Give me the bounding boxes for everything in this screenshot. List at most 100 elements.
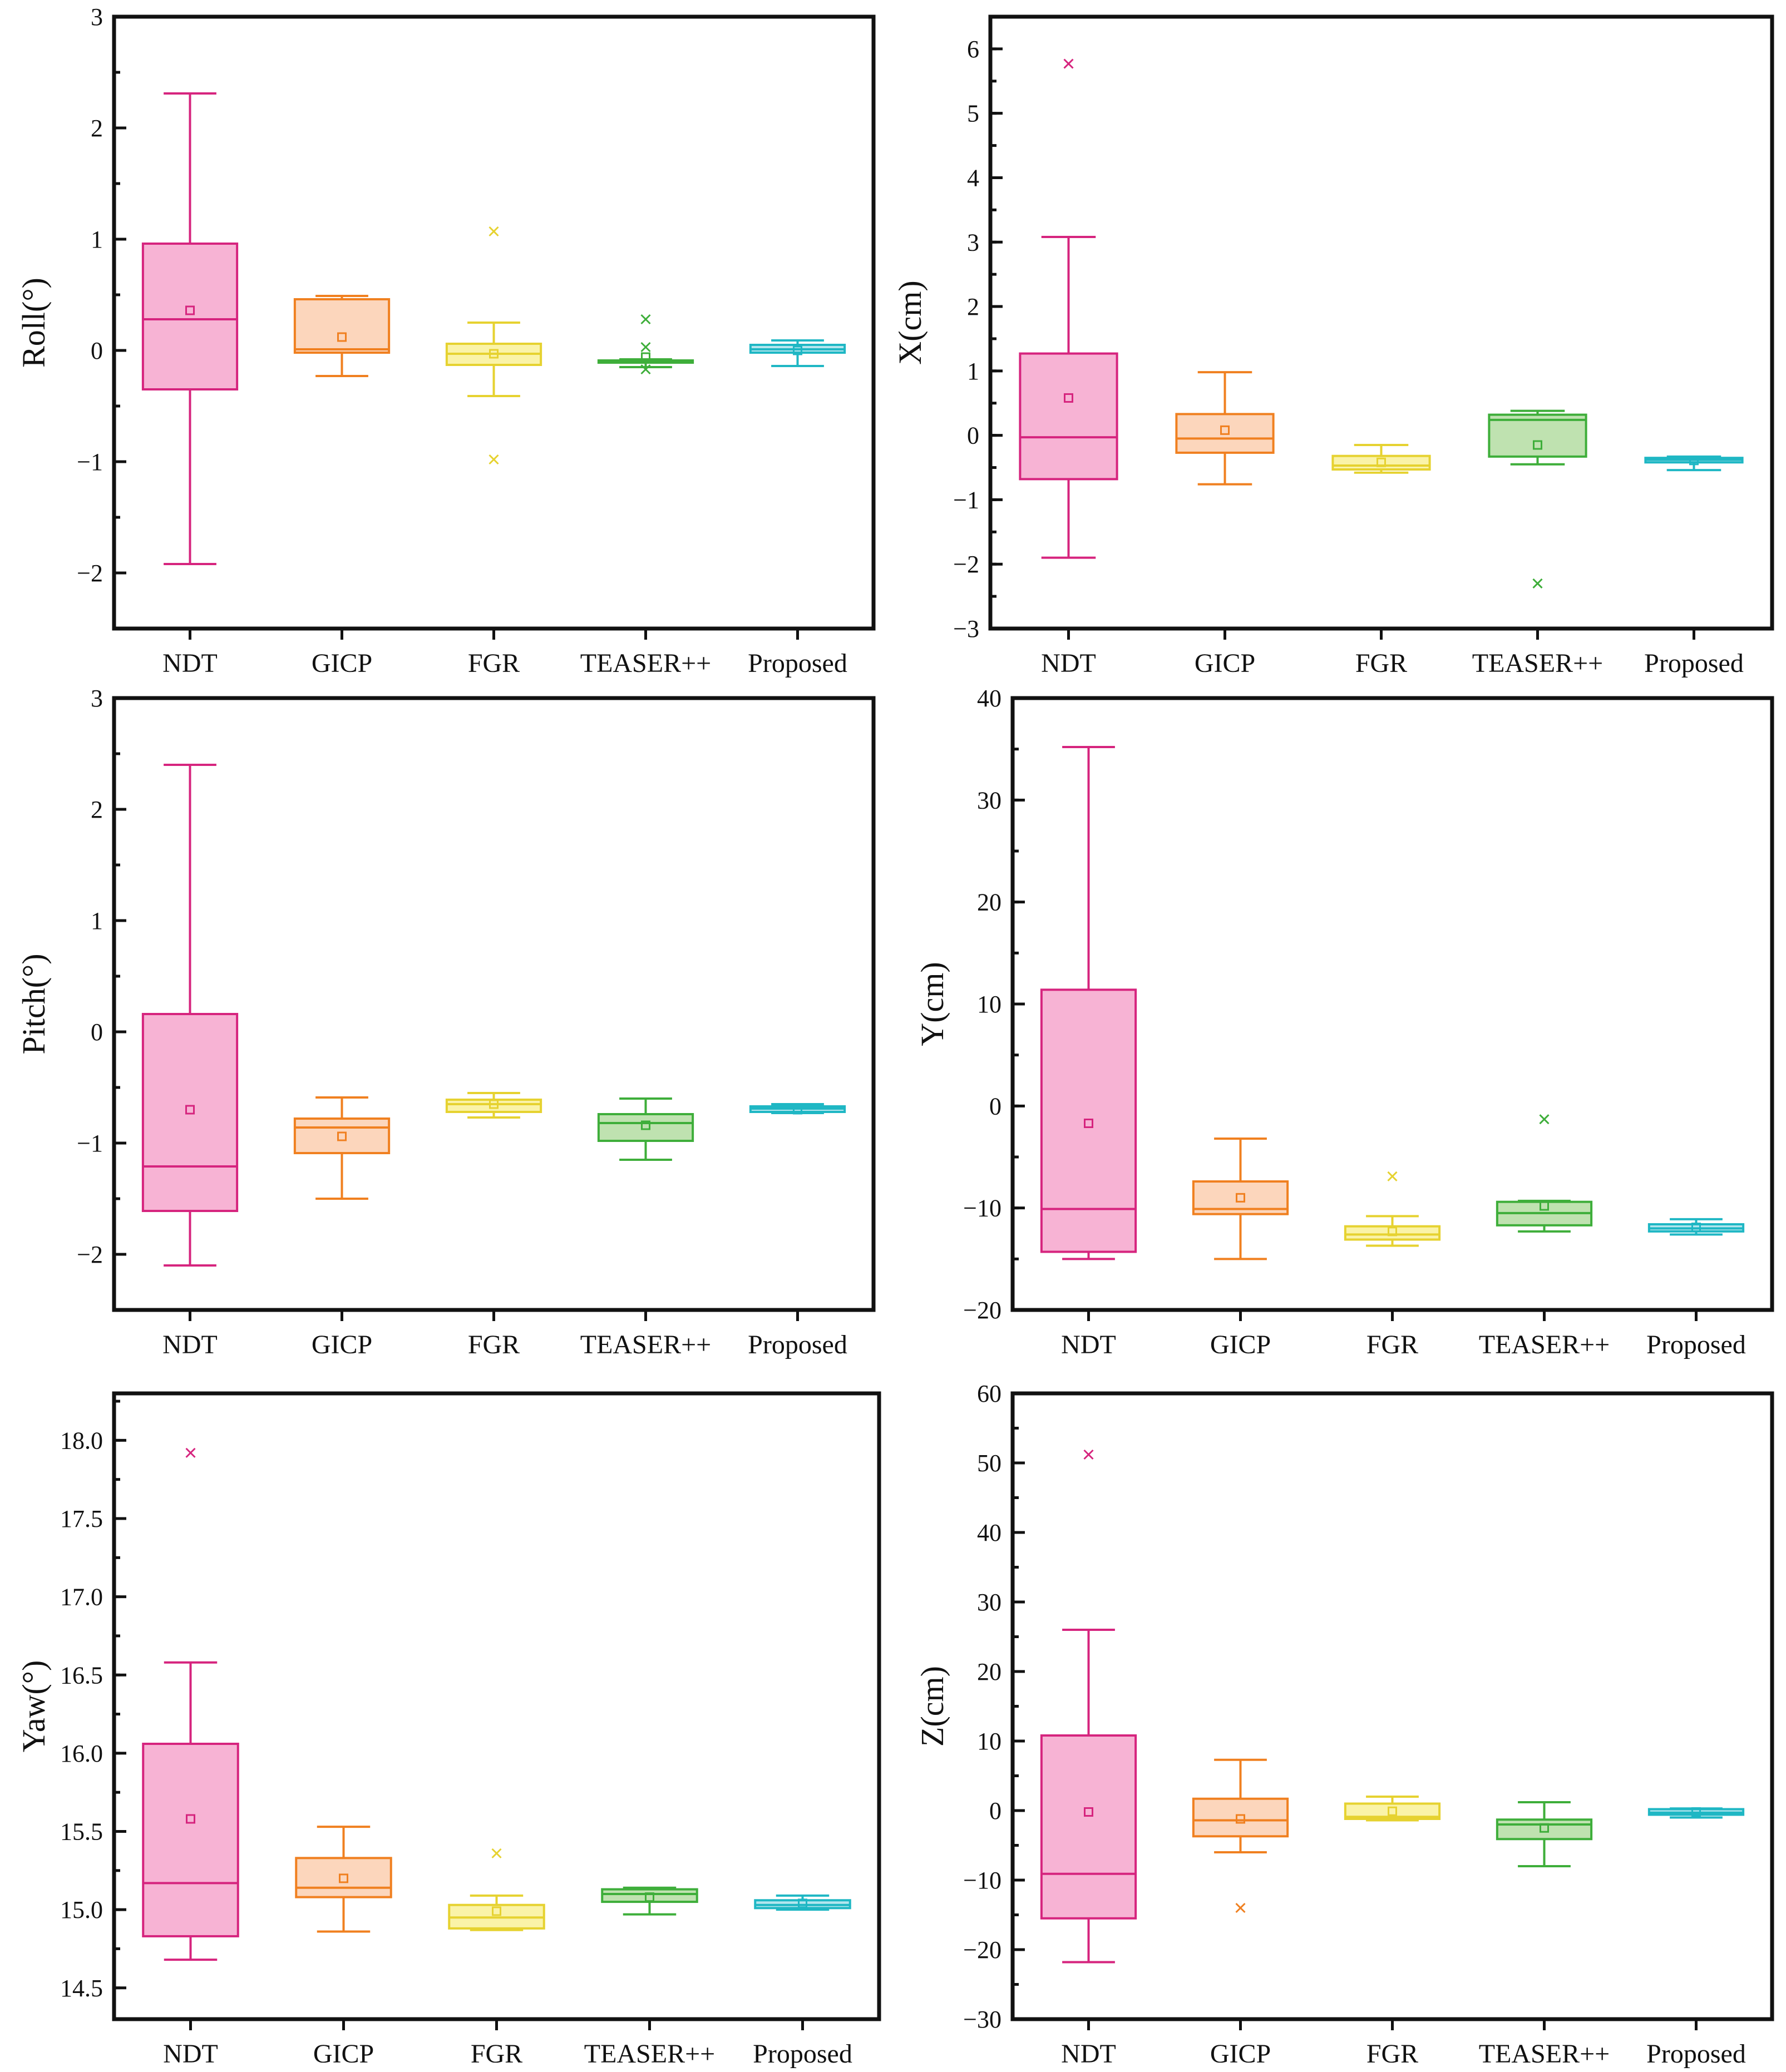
box-ndt (142, 1447, 239, 1961)
outlier-marker (1063, 58, 1074, 69)
plot-frame (988, 14, 1774, 631)
mean-marker (1689, 456, 1699, 466)
iqr-box (142, 1743, 239, 1937)
box-proposed (1647, 1807, 1745, 1819)
outlier-stroke (640, 342, 651, 353)
box-fgr (448, 1848, 545, 1931)
x-category-label: Proposed (1644, 649, 1744, 678)
y-tick-label: 0 (91, 1018, 103, 1046)
plot-frame (112, 14, 876, 631)
y-tick-label: 0 (91, 337, 103, 364)
iqr-box (1192, 1797, 1289, 1838)
mean-marker (798, 1898, 807, 1908)
mean-marker (1691, 1223, 1701, 1232)
x-category-label: FGR (1366, 2039, 1418, 2069)
chart-panel-1: 3 2 1 0 −1 −2 Roll(°) NDT GICP FGR TEASER++ Propose… (16, 3, 876, 678)
box-fgr (1344, 1796, 1441, 1822)
mean-marker (1236, 1193, 1245, 1203)
x-category-label: Proposed (748, 1330, 847, 1359)
plot-frame (112, 1391, 881, 2021)
mean-marker (645, 1892, 654, 1902)
chart-panel-5: 18.0 17.5 17.0 16.5 16.0 15.5 15.0 14.5 Yaw(°) ND… (16, 1391, 881, 2069)
y-tick-label: 17.0 (60, 1584, 103, 1611)
outlier-stroke (1539, 1114, 1550, 1125)
box-fgr (1331, 444, 1431, 474)
mean-marker (793, 345, 802, 355)
y-axis-title: Z(cm) (914, 1666, 950, 1747)
y-tick-label: −1 (77, 448, 103, 476)
mean-marker (186, 1814, 195, 1824)
y-tick-label: 16.0 (60, 1740, 103, 1767)
mean-marker (793, 1105, 802, 1115)
outlier-stroke (489, 226, 499, 237)
y-tick-label: 15.5 (60, 1818, 103, 1846)
iqr-box (445, 1099, 542, 1113)
outlier-marker (491, 1848, 502, 1858)
y-tick-label: 3 (91, 685, 103, 712)
box-gicp (1192, 1758, 1289, 1913)
x-category-label: NDT (163, 2039, 218, 2069)
mean-marker (641, 1120, 650, 1130)
x-category-label: GICP (312, 1330, 372, 1359)
iqr-box (1019, 352, 1118, 481)
mean-marker (1388, 1227, 1397, 1237)
y-tick-label: 15.0 (60, 1896, 103, 1923)
mean-marker (1540, 1201, 1549, 1211)
mean-marker (489, 1099, 499, 1109)
x-category-label: FGR (1355, 649, 1407, 678)
y-tick-label: 1 (967, 358, 979, 385)
box-ndt (1040, 1449, 1137, 1964)
box-ndt (1019, 58, 1118, 559)
box-ndt (1040, 746, 1137, 1260)
y-tick-label: −20 (963, 1936, 1001, 1964)
y-tick-label: 30 (977, 1589, 1001, 1616)
x-category-label: Proposed (1646, 1330, 1746, 1359)
y-axis-title: Roll(°) (16, 278, 52, 368)
plot-frame (1010, 1391, 1774, 2021)
y-tick-label: 0 (967, 422, 979, 449)
iqr-box (601, 1888, 698, 1903)
mean-marker (1388, 1806, 1397, 1816)
x-category-label: Proposed (1646, 2039, 1746, 2069)
y-tick-label: 3 (91, 3, 103, 31)
y-axis-title: X(cm) (892, 280, 928, 364)
box-proposed (749, 1103, 846, 1115)
chart-panel-4: 40 30 20 10 0 −10 −20 Y(cm) NDT GICP FGR TEASER++ Pr… (914, 685, 1774, 1359)
box-teaserplusplus (597, 1097, 694, 1161)
mean-marker (1084, 1807, 1093, 1817)
y-tick-label: 4 (967, 164, 979, 191)
iqr-box (293, 1117, 391, 1154)
x-category-label: Proposed (748, 649, 847, 678)
plot-frame (1010, 696, 1774, 1312)
x-category-label: FGR (1366, 1330, 1418, 1359)
outlier-marker (185, 1447, 196, 1458)
outlier-marker (640, 342, 651, 353)
y-tick-label: −1 (953, 486, 979, 513)
iqr-box (141, 1013, 239, 1212)
box-teaserplusplus (1496, 1114, 1593, 1233)
y-tick-label: −2 (77, 1241, 103, 1268)
y-tick-label: 0 (989, 1092, 1001, 1120)
box-proposed (749, 339, 846, 367)
y-tick-label: 50 (977, 1450, 1001, 1477)
outlier-stroke (640, 314, 651, 325)
x-category-label: FGR (468, 1330, 520, 1359)
y-tick-label: −1 (77, 1130, 103, 1157)
mean-marker (1220, 425, 1230, 435)
x-category-label: TEASER++ (580, 649, 711, 678)
y-tick-label: 3 (967, 229, 979, 256)
outlier-marker (489, 454, 499, 465)
y-tick-label: −10 (963, 1195, 1001, 1222)
mean-marker (185, 305, 195, 315)
box-gicp (295, 1826, 392, 1933)
mean-marker (1691, 1807, 1701, 1817)
y-tick-label: 0 (989, 1797, 1001, 1824)
iqr-box (1040, 988, 1137, 1253)
mean-marker (1376, 457, 1386, 467)
mean-marker (1064, 393, 1073, 403)
chart-panel-6: 60 50 40 30 20 10 0 −10 −20 −30 Z(cm) NDT GICP FGR TEA… (914, 1380, 1774, 2069)
y-tick-label: 1 (91, 226, 103, 253)
outlier-marker (489, 226, 499, 237)
box-proposed (1647, 1218, 1745, 1236)
plot-frame (112, 696, 876, 1312)
